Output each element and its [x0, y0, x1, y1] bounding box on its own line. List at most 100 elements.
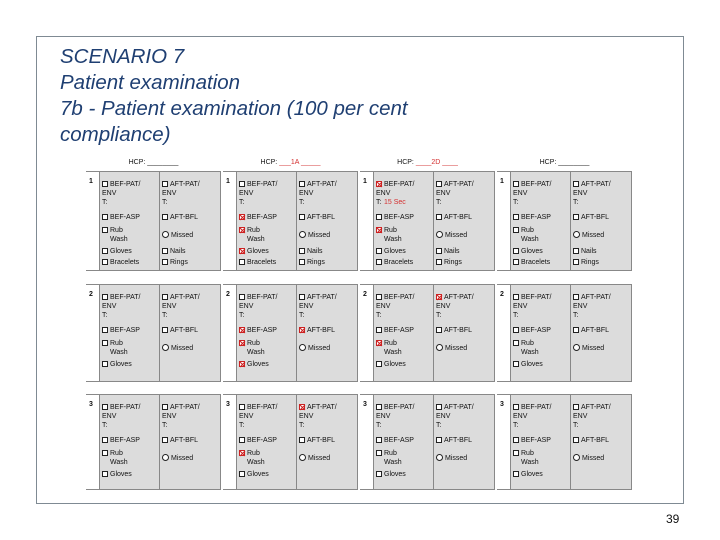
form-item-aft-bfl[interactable]: AFT-BFL: [299, 437, 335, 445]
form-item-aft-pat[interactable]: AFT-PAT/: [436, 404, 474, 412]
form-item-aft-pat[interactable]: AFT-PAT/: [162, 294, 200, 302]
form-item-missed[interactable]: Missed: [299, 454, 330, 463]
checkbox-bef-pat[interactable]: [376, 404, 382, 410]
form-item-bef-asp[interactable]: BEF-ASP: [102, 437, 140, 445]
form-item-bef-pat[interactable]: BEF-PAT/: [239, 181, 277, 189]
form-item-missed[interactable]: Missed: [162, 454, 193, 463]
checkbox-aft-pat[interactable]: [436, 181, 442, 187]
checkbox-aft-bfl[interactable]: [299, 214, 305, 220]
checkbox-aft-bfl[interactable]: [162, 437, 168, 443]
form-item-rub[interactable]: Rub: [239, 227, 260, 235]
radio-missed[interactable]: [162, 231, 169, 238]
checkbox-nails[interactable]: [573, 248, 579, 254]
checkbox-bef-asp[interactable]: [239, 214, 245, 220]
form-item-bef-pat[interactable]: BEF-PAT/: [102, 294, 140, 302]
checkbox-bef-pat[interactable]: [513, 294, 519, 300]
checkbox-rub[interactable]: [513, 340, 519, 346]
form-item-aft-bfl[interactable]: AFT-BFL: [573, 437, 609, 445]
form-item-bracelets[interactable]: Bracelets: [376, 259, 413, 267]
form-item-aft-bfl[interactable]: AFT-BFL: [162, 437, 198, 445]
form-item-bef-asp[interactable]: BEF-ASP: [102, 214, 140, 222]
form-item-bef-pat[interactable]: BEF-PAT/: [102, 404, 140, 412]
form-item-missed[interactable]: Missed: [573, 454, 604, 463]
form-item-nails[interactable]: Nails: [299, 248, 323, 256]
form-item-rub[interactable]: Rub: [376, 227, 397, 235]
form-item-rub[interactable]: Rub: [513, 227, 534, 235]
form-item-bef-pat[interactable]: BEF-PAT/: [513, 294, 551, 302]
checkbox-bef-pat[interactable]: [376, 181, 382, 187]
form-item-aft-pat[interactable]: AFT-PAT/: [162, 181, 200, 189]
radio-missed[interactable]: [436, 231, 443, 238]
checkbox-bef-asp[interactable]: [376, 214, 382, 220]
checkbox-rub[interactable]: [102, 227, 108, 233]
form-item-bef-asp[interactable]: BEF-ASP: [239, 214, 277, 222]
checkbox-bef-asp[interactable]: [513, 437, 519, 443]
checkbox-bef-pat[interactable]: [376, 294, 382, 300]
form-item-bef-pat[interactable]: BEF-PAT/: [513, 404, 551, 412]
form-item-gloves[interactable]: Gloves: [376, 471, 406, 479]
checkbox-rub[interactable]: [239, 450, 245, 456]
radio-missed[interactable]: [299, 344, 306, 351]
form-item-gloves[interactable]: Gloves: [102, 361, 132, 369]
form-item-rings[interactable]: Rings: [573, 259, 599, 267]
checkbox-nails[interactable]: [162, 248, 168, 254]
form-item-missed[interactable]: Missed: [436, 454, 467, 463]
form-item-bef-pat[interactable]: BEF-PAT/: [239, 404, 277, 412]
checkbox-gloves[interactable]: [376, 248, 382, 254]
checkbox-aft-pat[interactable]: [299, 294, 305, 300]
form-item-gloves[interactable]: Gloves: [376, 361, 406, 369]
form-item-gloves[interactable]: Gloves: [239, 471, 269, 479]
checkbox-aft-bfl[interactable]: [573, 327, 579, 333]
form-item-nails[interactable]: Nails: [162, 248, 186, 256]
form-item-aft-pat[interactable]: AFT-PAT/: [299, 404, 337, 412]
form-item-gloves[interactable]: Gloves: [513, 471, 543, 479]
form-item-bef-asp[interactable]: BEF-ASP: [376, 437, 414, 445]
radio-missed[interactable]: [299, 454, 306, 461]
form-item-bef-asp[interactable]: BEF-ASP: [376, 327, 414, 335]
form-item-aft-pat[interactable]: AFT-PAT/: [436, 181, 474, 189]
checkbox-gloves[interactable]: [513, 248, 519, 254]
checkbox-bef-asp[interactable]: [513, 214, 519, 220]
checkbox-bef-asp[interactable]: [376, 437, 382, 443]
checkbox-rub[interactable]: [376, 450, 382, 456]
checkbox-aft-bfl[interactable]: [573, 214, 579, 220]
form-item-rings[interactable]: Rings: [162, 259, 188, 267]
checkbox-bef-pat[interactable]: [102, 181, 108, 187]
checkbox-aft-pat[interactable]: [299, 404, 305, 410]
checkbox-nails[interactable]: [436, 248, 442, 254]
checkbox-gloves[interactable]: [102, 248, 108, 254]
checkbox-gloves[interactable]: [102, 471, 108, 477]
form-item-bef-asp[interactable]: BEF-ASP: [376, 214, 414, 222]
form-item-rub[interactable]: Rub: [102, 227, 123, 235]
checkbox-bef-asp[interactable]: [102, 214, 108, 220]
checkbox-rings[interactable]: [299, 259, 305, 265]
checkbox-aft-pat[interactable]: [299, 181, 305, 187]
checkbox-rub[interactable]: [376, 340, 382, 346]
form-item-missed[interactable]: Missed: [299, 231, 330, 240]
form-item-rub[interactable]: Rub: [102, 450, 123, 458]
form-item-gloves[interactable]: Gloves: [239, 248, 269, 256]
checkbox-bracelets[interactable]: [376, 259, 382, 265]
form-item-rings[interactable]: Rings: [436, 259, 462, 267]
checkbox-bracelets[interactable]: [102, 259, 108, 265]
checkbox-bef-pat[interactable]: [239, 294, 245, 300]
checkbox-bef-pat[interactable]: [513, 404, 519, 410]
checkbox-aft-pat[interactable]: [162, 404, 168, 410]
form-item-aft-pat[interactable]: AFT-PAT/: [573, 181, 611, 189]
checkbox-aft-bfl[interactable]: [162, 327, 168, 333]
form-item-aft-bfl[interactable]: AFT-BFL: [436, 437, 472, 445]
form-item-nails[interactable]: Nails: [436, 248, 460, 256]
form-item-missed[interactable]: Missed: [436, 231, 467, 240]
form-item-gloves[interactable]: Gloves: [239, 361, 269, 369]
form-item-rub[interactable]: Rub: [513, 450, 534, 458]
form-item-bef-asp[interactable]: BEF-ASP: [513, 214, 551, 222]
checkbox-rings[interactable]: [162, 259, 168, 265]
form-item-bef-asp[interactable]: BEF-ASP: [513, 327, 551, 335]
checkbox-bef-asp[interactable]: [102, 327, 108, 333]
form-item-rub[interactable]: Rub: [239, 340, 260, 348]
checkbox-aft-pat[interactable]: [436, 404, 442, 410]
form-item-aft-pat[interactable]: AFT-PAT/: [573, 294, 611, 302]
checkbox-aft-bfl[interactable]: [436, 327, 442, 333]
form-item-bef-pat[interactable]: BEF-PAT/: [376, 404, 414, 412]
checkbox-bef-pat[interactable]: [239, 404, 245, 410]
